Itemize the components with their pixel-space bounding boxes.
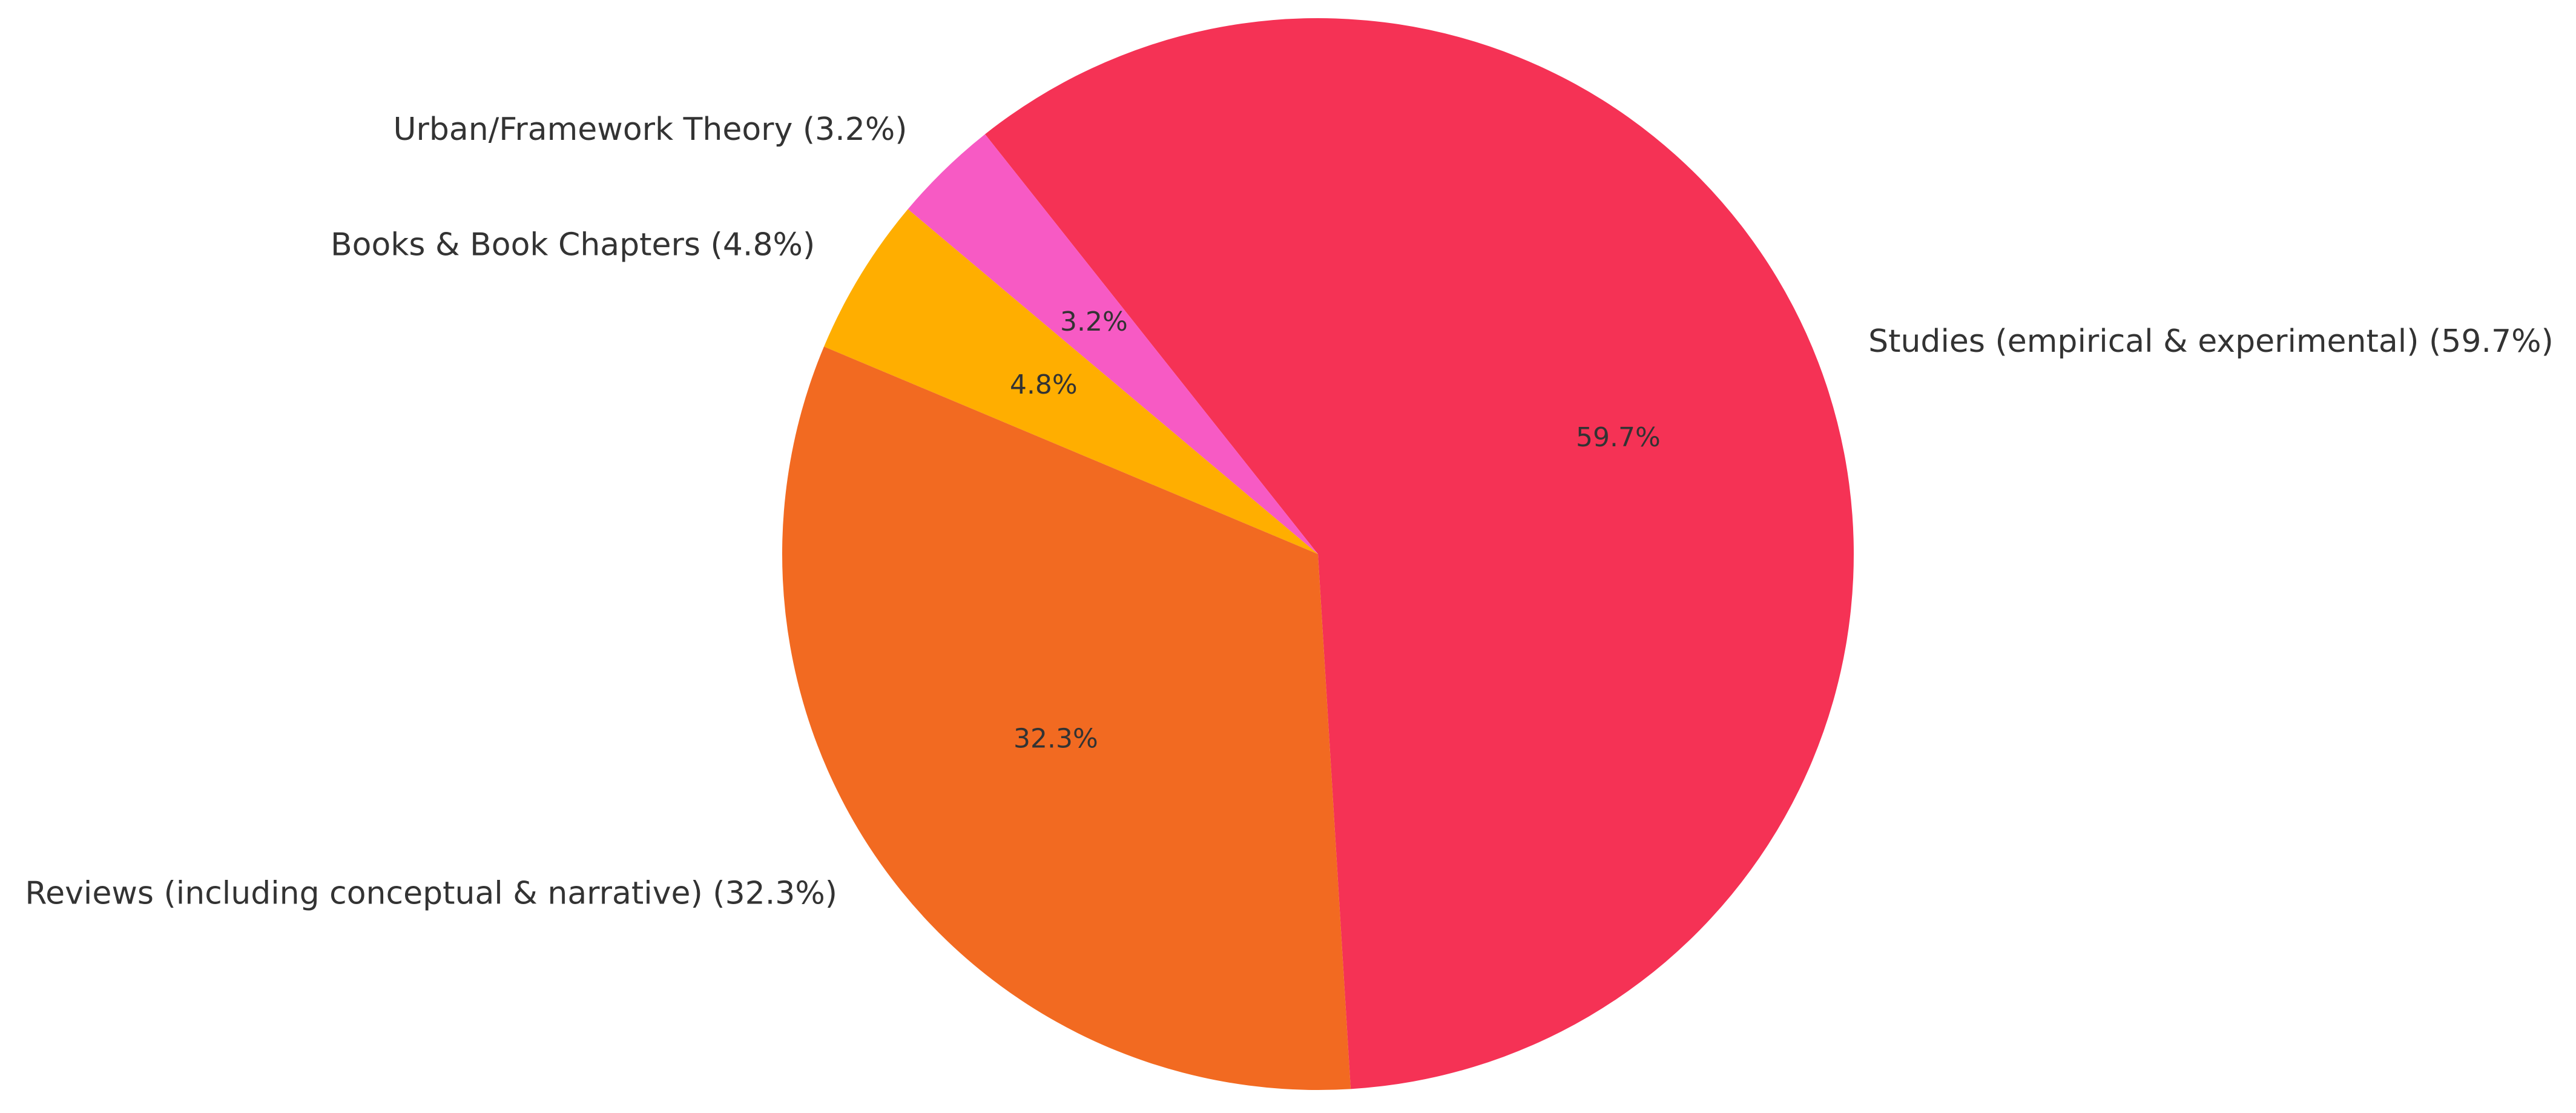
pie-slice bbox=[782, 346, 1351, 1090]
slice-label: Reviews (including conceptual & narrativ… bbox=[25, 875, 837, 911]
value-label: 3.2% bbox=[1060, 306, 1128, 337]
slice-label: Studies (empirical & experimental) (59.7… bbox=[1868, 323, 2554, 360]
value-label: 32.3% bbox=[1013, 723, 1098, 754]
pie-slice bbox=[985, 18, 1854, 1089]
pie-slice bbox=[824, 209, 1318, 554]
slice-label: Urban/Framework Theory (3.2%) bbox=[393, 111, 907, 148]
value-label: 59.7% bbox=[1576, 422, 1661, 453]
value-label: 4.8% bbox=[1010, 369, 1078, 400]
pie-slice bbox=[908, 134, 1318, 554]
slice-label: Books & Book Chapters (4.8%) bbox=[331, 227, 815, 263]
